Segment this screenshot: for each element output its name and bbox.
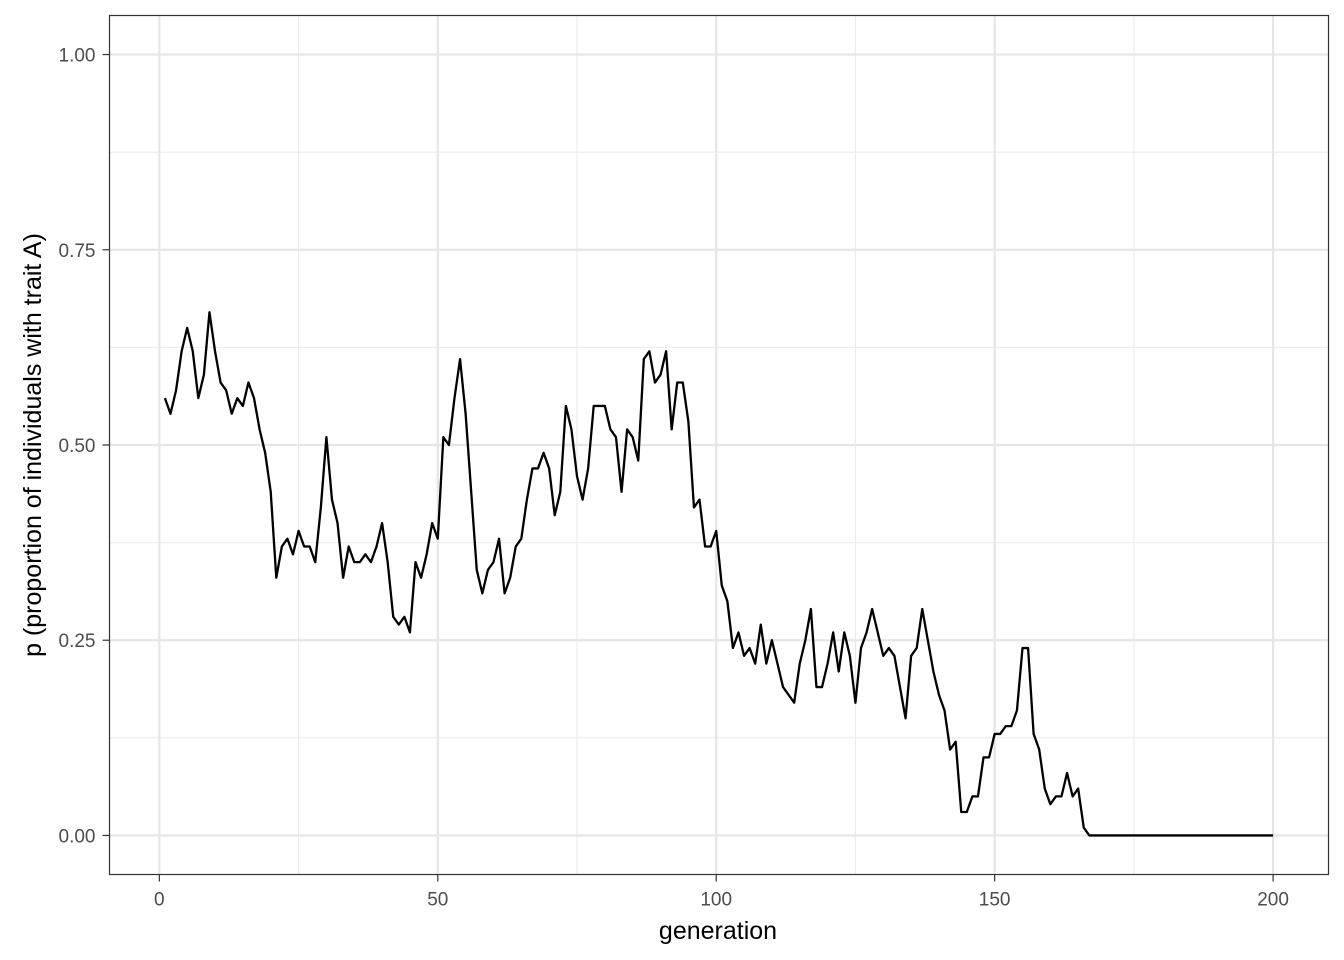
x-tick-label: 0 [154, 890, 165, 911]
y-tick-label: 0.00 [59, 826, 96, 847]
x-tick-label: 100 [700, 890, 732, 911]
y-axis-title: p (proportion of individuals with trait … [19, 233, 47, 657]
y-tick-label: 0.50 [59, 436, 96, 457]
y-tick-label: 0.25 [59, 631, 96, 652]
x-tick-label: 50 [427, 890, 448, 911]
minor-gridlines [109, 15, 1329, 875]
y-tick-label: 0.75 [59, 241, 96, 262]
x-tick-label: 200 [1257, 890, 1289, 911]
x-axis-title: generation [659, 917, 777, 945]
x-tick-label: 150 [979, 890, 1011, 911]
y-axis-ticks: 0.00 0.25 0.50 0.75 1.00 [59, 46, 110, 847]
series-line-p [163, 311, 1274, 837]
x-axis-ticks: 0 50 100 150 200 [154, 874, 1289, 911]
y-tick-label: 1.00 [59, 46, 96, 67]
